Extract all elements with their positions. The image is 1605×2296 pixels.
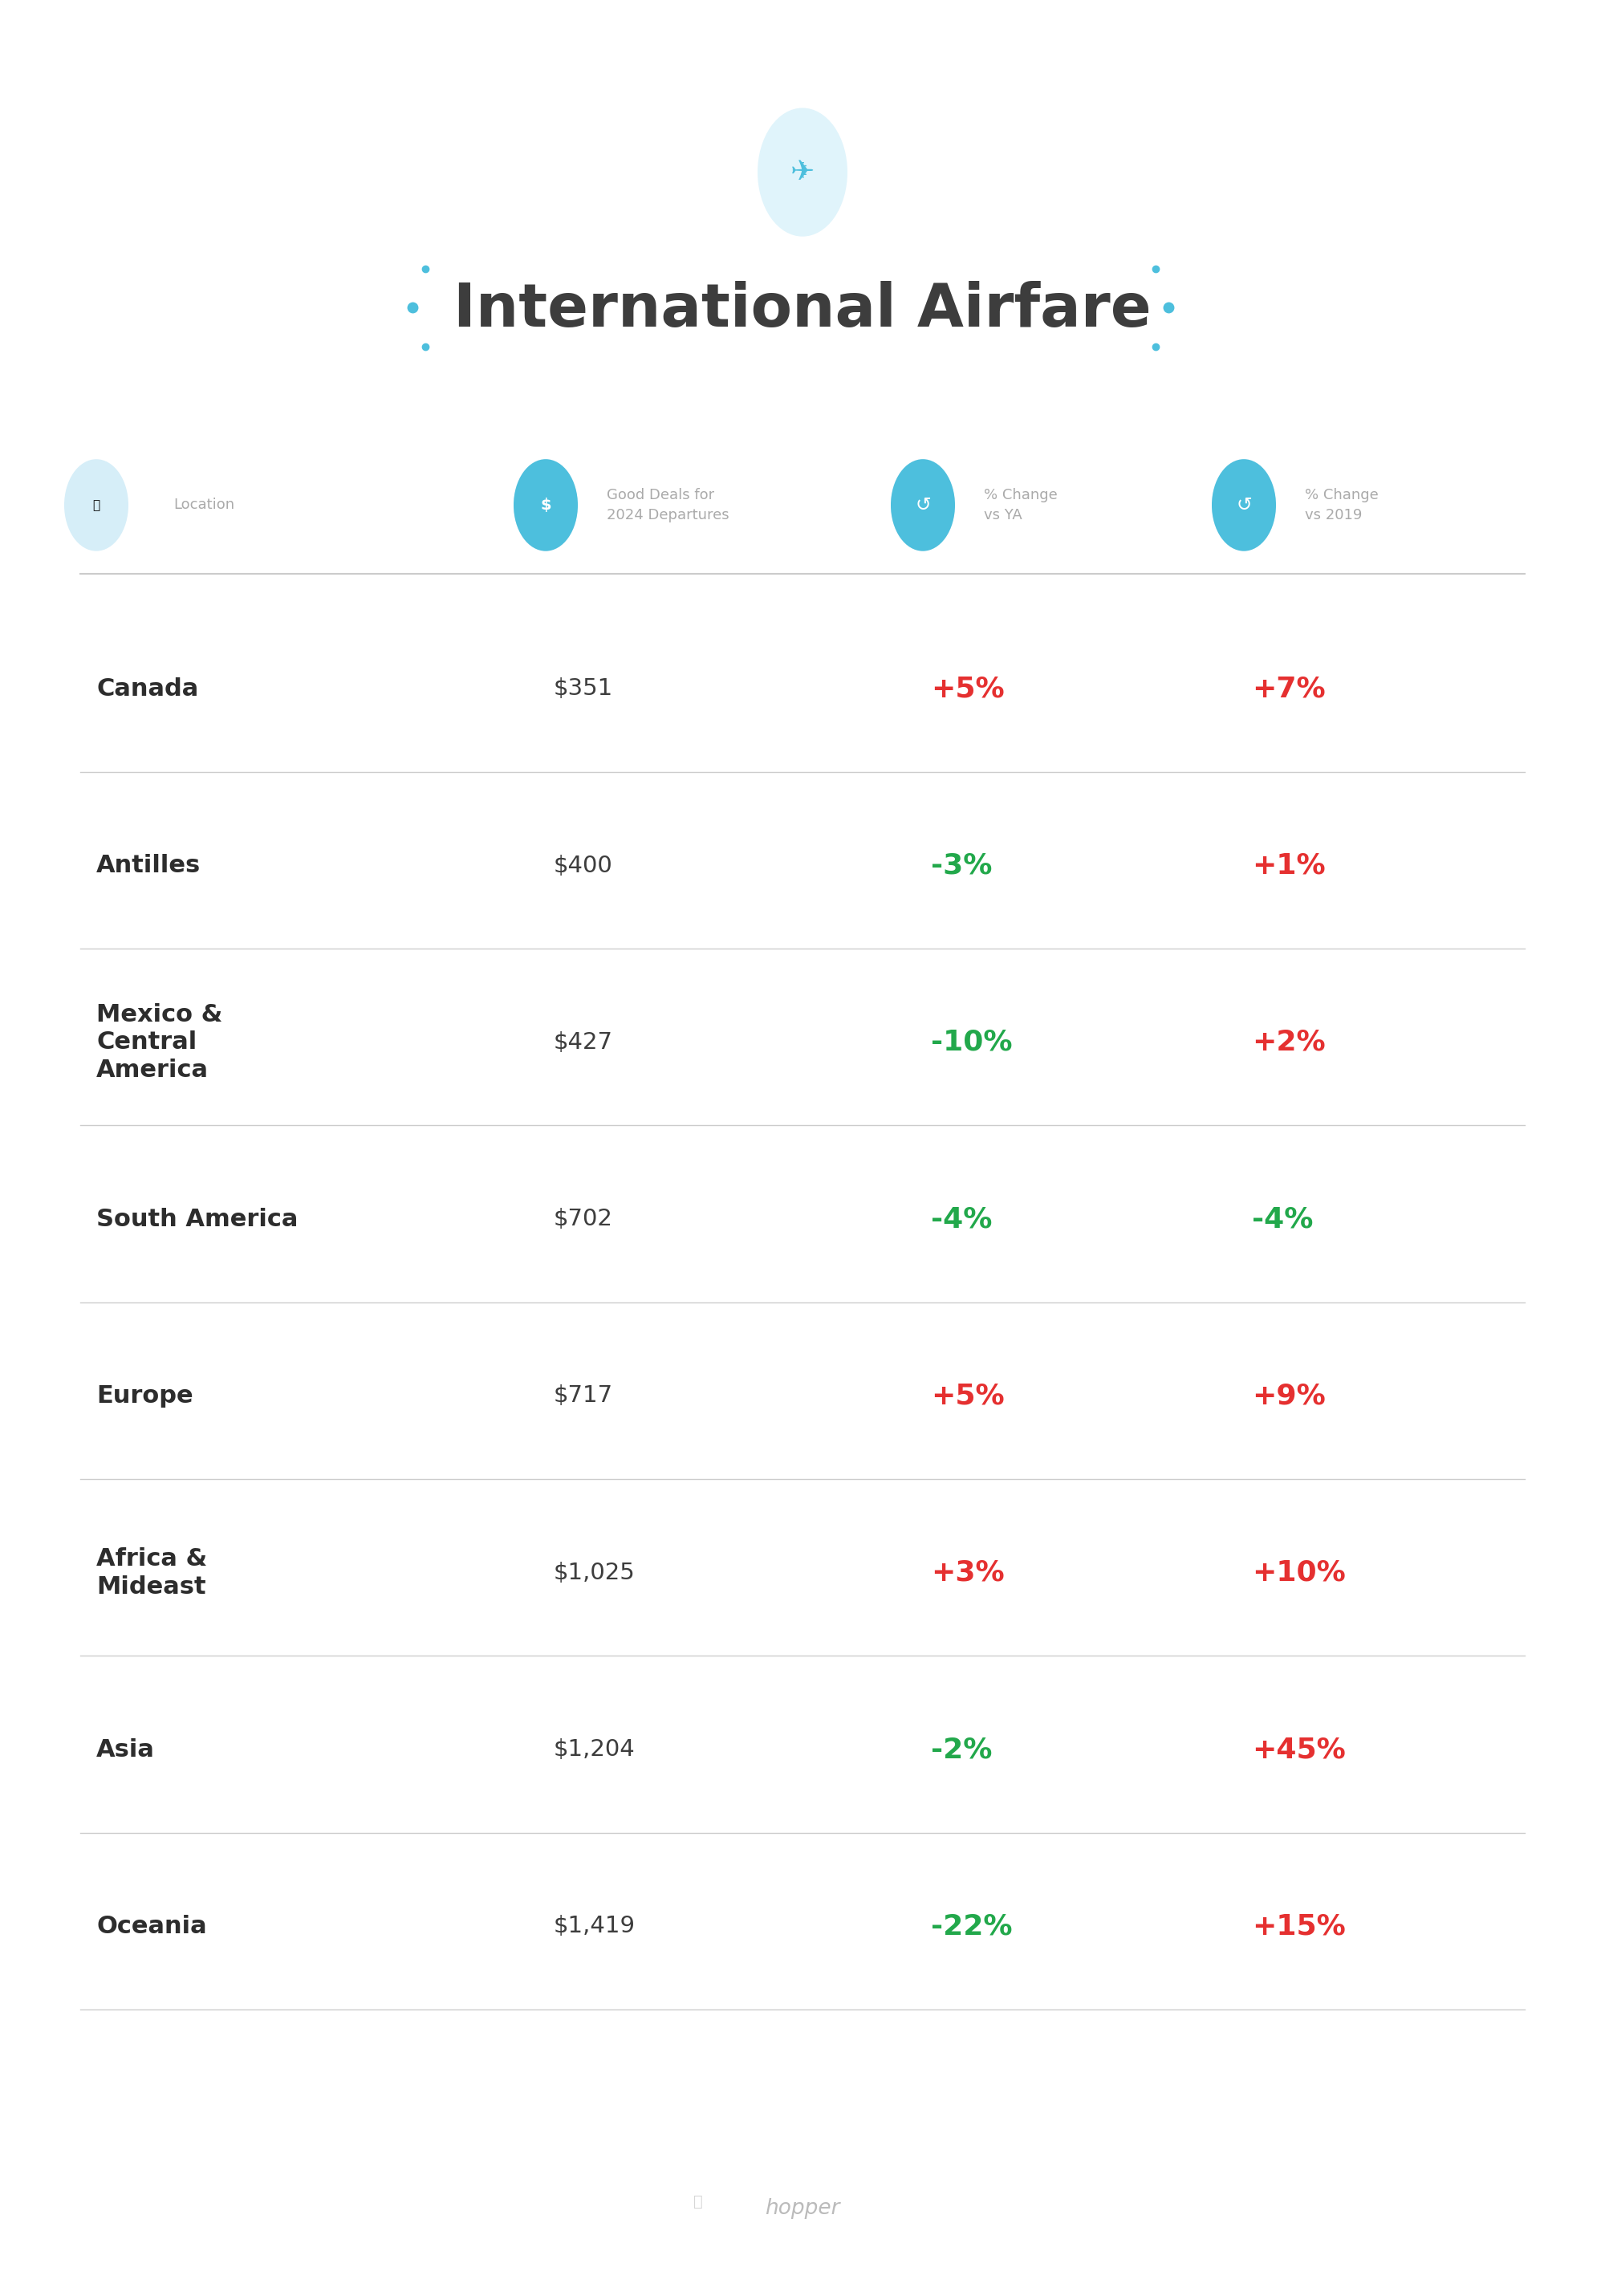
Text: 📍: 📍 (93, 498, 100, 512)
Text: +15%: +15% (1252, 1913, 1345, 1940)
Circle shape (891, 459, 955, 551)
Text: ↺: ↺ (915, 496, 931, 514)
Text: $: $ (541, 498, 551, 512)
Text: -22%: -22% (931, 1913, 1013, 1940)
Text: Africa &
Mideast: Africa & Mideast (96, 1548, 207, 1598)
Text: Canada: Canada (96, 677, 199, 700)
Text: $1,025: $1,025 (554, 1561, 636, 1584)
Circle shape (64, 459, 128, 551)
Circle shape (514, 459, 578, 551)
Text: % Change
vs YA: % Change vs YA (984, 487, 1058, 523)
Text: -10%: -10% (931, 1029, 1013, 1056)
Text: $1,204: $1,204 (554, 1738, 636, 1761)
Text: hopper: hopper (766, 2197, 839, 2220)
Text: +10%: +10% (1252, 1559, 1345, 1587)
Text: $400: $400 (554, 854, 613, 877)
Text: South America: South America (96, 1208, 299, 1231)
Text: Location: Location (173, 498, 234, 512)
Text: Mexico &
Central
America: Mexico & Central America (96, 1003, 223, 1081)
Text: +5%: +5% (931, 1382, 1005, 1410)
Text: 🐇: 🐇 (693, 2195, 703, 2209)
Text: +7%: +7% (1252, 675, 1326, 703)
Text: -2%: -2% (931, 1736, 992, 1763)
Text: -4%: -4% (931, 1205, 992, 1233)
Text: International Airfare: International Airfare (454, 280, 1151, 340)
Text: Asia: Asia (96, 1738, 154, 1761)
Text: Antilles: Antilles (96, 854, 201, 877)
Text: % Change
vs 2019: % Change vs 2019 (1305, 487, 1379, 523)
Text: $717: $717 (554, 1384, 613, 1407)
Text: +1%: +1% (1252, 852, 1326, 879)
Text: $351: $351 (554, 677, 613, 700)
Text: Oceania: Oceania (96, 1915, 207, 1938)
Text: +3%: +3% (931, 1559, 1005, 1587)
Text: -4%: -4% (1252, 1205, 1313, 1233)
Circle shape (514, 459, 578, 551)
Text: ↺: ↺ (1236, 496, 1252, 514)
Text: $1,419: $1,419 (554, 1915, 636, 1938)
Circle shape (891, 459, 955, 551)
Text: Europe: Europe (96, 1384, 193, 1407)
Text: ✈: ✈ (790, 158, 815, 186)
Text: -3%: -3% (931, 852, 992, 879)
Circle shape (1212, 459, 1276, 551)
Text: +45%: +45% (1252, 1736, 1345, 1763)
Text: +5%: +5% (931, 675, 1005, 703)
Text: +2%: +2% (1252, 1029, 1326, 1056)
Text: +9%: +9% (1252, 1382, 1326, 1410)
Text: Good Deals for
2024 Departures: Good Deals for 2024 Departures (607, 487, 729, 523)
Circle shape (758, 108, 847, 236)
Circle shape (1212, 459, 1276, 551)
Text: $427: $427 (554, 1031, 613, 1054)
Text: $702: $702 (554, 1208, 613, 1231)
